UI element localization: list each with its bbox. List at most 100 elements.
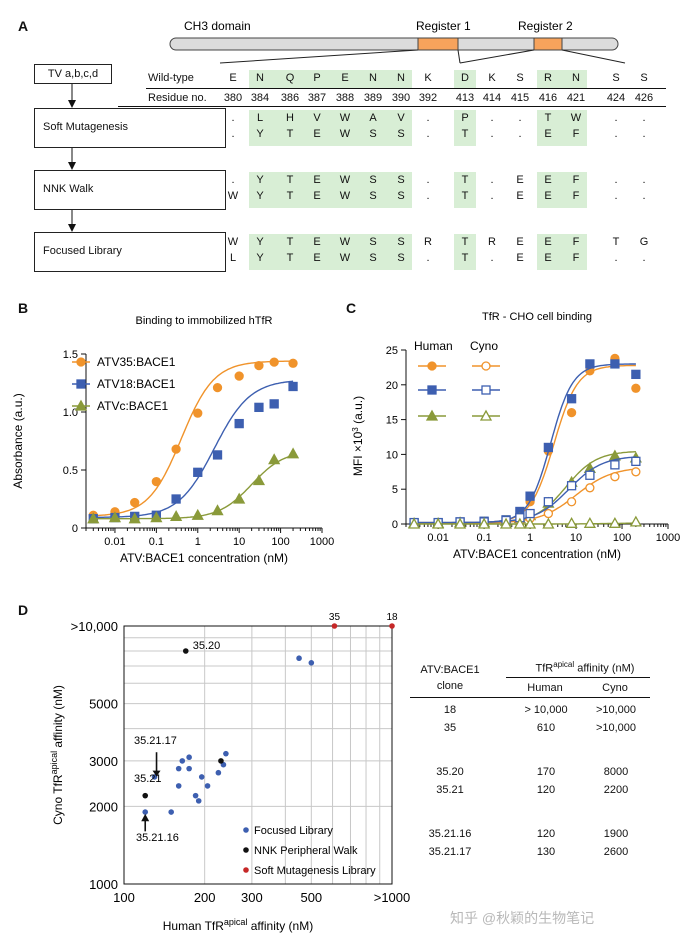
variant-residue: . bbox=[518, 112, 522, 124]
y-axis-label: Absorbance (a.u.) bbox=[11, 393, 25, 488]
variant-residue: T bbox=[461, 252, 469, 264]
y-tick-label: 1.5 bbox=[63, 349, 78, 361]
data-point bbox=[171, 444, 181, 454]
variant-residue: . bbox=[642, 190, 646, 202]
fit-line bbox=[414, 363, 636, 524]
scatter-point bbox=[168, 809, 174, 815]
variant-residue: V bbox=[397, 112, 405, 124]
scatter-point bbox=[218, 758, 224, 764]
y-tick-label: 3000 bbox=[89, 754, 118, 769]
data-point bbox=[525, 508, 535, 519]
variant-residue: W bbox=[570, 112, 582, 124]
x-tick-label: 0.01 bbox=[427, 532, 448, 544]
variant-residue: W bbox=[339, 128, 351, 140]
variant-residue: T bbox=[286, 252, 294, 264]
highlight-band bbox=[454, 172, 476, 208]
data-point bbox=[523, 517, 537, 529]
legend-marker bbox=[479, 409, 493, 421]
table-col1-line2: clone bbox=[436, 680, 464, 692]
annotation-35-21: 35.21 bbox=[134, 773, 162, 785]
highlight-band bbox=[249, 110, 412, 146]
scatter-point bbox=[142, 792, 149, 799]
variant-residue: Y bbox=[256, 236, 264, 248]
fit-line bbox=[414, 456, 636, 524]
highlight-band bbox=[537, 234, 587, 270]
variant-residue: . bbox=[642, 174, 646, 186]
variant-residue: S bbox=[397, 128, 405, 140]
data-point bbox=[542, 517, 555, 529]
variant-residue: T bbox=[612, 236, 620, 248]
residue-number: 415 bbox=[510, 92, 530, 104]
wt-residue: N bbox=[256, 72, 264, 84]
register2-label: Register 2 bbox=[518, 19, 573, 33]
variant-residue: E bbox=[516, 190, 524, 202]
table-human: 130 bbox=[536, 846, 556, 858]
table-sub-cyno: Cyno bbox=[602, 682, 628, 694]
wt-residue: N bbox=[572, 72, 580, 84]
scatter-point bbox=[192, 792, 199, 799]
data-point bbox=[631, 369, 641, 380]
variant-residue: . bbox=[614, 252, 618, 264]
variant-residue: F bbox=[572, 190, 580, 202]
scatter-point bbox=[142, 809, 149, 815]
panel-d-letter: D bbox=[18, 602, 29, 618]
data-point bbox=[108, 511, 122, 523]
scatter-point bbox=[331, 623, 338, 629]
variant-residue: W bbox=[339, 174, 351, 186]
data-point bbox=[254, 360, 264, 371]
variant-residue: . bbox=[490, 112, 494, 124]
data-point bbox=[525, 491, 535, 501]
variant-residue: . bbox=[614, 112, 618, 124]
wt-residue: R bbox=[544, 72, 552, 84]
x-tick-label: 100 bbox=[271, 536, 289, 548]
residue-number: 387 bbox=[307, 92, 327, 104]
wt-residue: E bbox=[229, 72, 237, 84]
wt-residue: N bbox=[397, 72, 405, 84]
data-point bbox=[513, 517, 526, 529]
x-axis-label: ATV:BACE1 concentration (nM) bbox=[453, 547, 621, 561]
variant-residue: E bbox=[516, 236, 524, 248]
chart-title: TfR - CHO cell binding bbox=[482, 311, 592, 323]
variant-residue: T bbox=[286, 190, 294, 202]
data-point bbox=[233, 492, 246, 504]
residue-number: 392 bbox=[418, 92, 438, 104]
variant-residue: R bbox=[424, 236, 432, 248]
x-tick-label: 0.01 bbox=[104, 536, 125, 548]
table-human: > 10,000 bbox=[524, 704, 568, 716]
wt-residue: S bbox=[612, 72, 620, 84]
variant-residue: S bbox=[369, 174, 377, 186]
data-point bbox=[268, 453, 281, 465]
y-tick-label: 15 bbox=[386, 415, 398, 427]
variant-residue: . bbox=[614, 174, 618, 186]
variant-residue: E bbox=[313, 174, 321, 186]
data-point bbox=[629, 515, 642, 527]
data-point bbox=[631, 383, 641, 393]
table-cyno: >10,000 bbox=[595, 722, 637, 734]
y-tick-label: 0 bbox=[72, 523, 78, 535]
table-clone: 35.21 bbox=[436, 784, 464, 796]
legend-label: ATV35:BACE1 bbox=[97, 355, 176, 369]
flow-arrows bbox=[68, 84, 76, 232]
variant-residue: S bbox=[397, 252, 405, 264]
affinity-table: ATV:BACE1 clone TfRapical affinity (nM) … bbox=[410, 660, 680, 860]
x-tick-label: 100 bbox=[613, 532, 631, 544]
data-point bbox=[191, 508, 204, 520]
legend-marker bbox=[481, 361, 491, 371]
highlight-band bbox=[454, 234, 476, 270]
variant-residue: W bbox=[339, 252, 351, 264]
variant-residue: E bbox=[313, 128, 321, 140]
table-human: 120 bbox=[536, 828, 556, 840]
variant-residue: . bbox=[426, 174, 430, 186]
highlight-band bbox=[249, 172, 412, 208]
annotation-35-21-16: 35.21.16 bbox=[136, 832, 179, 844]
highlight-band bbox=[249, 234, 412, 270]
data-point bbox=[566, 407, 577, 418]
table-cyno: 2200 bbox=[603, 784, 629, 796]
legend-marker bbox=[76, 357, 86, 367]
residue-number: 390 bbox=[391, 92, 411, 104]
variant-residue: W bbox=[339, 236, 351, 248]
y-tick-label: 5000 bbox=[89, 697, 118, 712]
y-tick-label: 20 bbox=[386, 380, 398, 392]
panel-c-letter: C bbox=[346, 300, 357, 316]
residue-number: 421 bbox=[566, 92, 586, 104]
